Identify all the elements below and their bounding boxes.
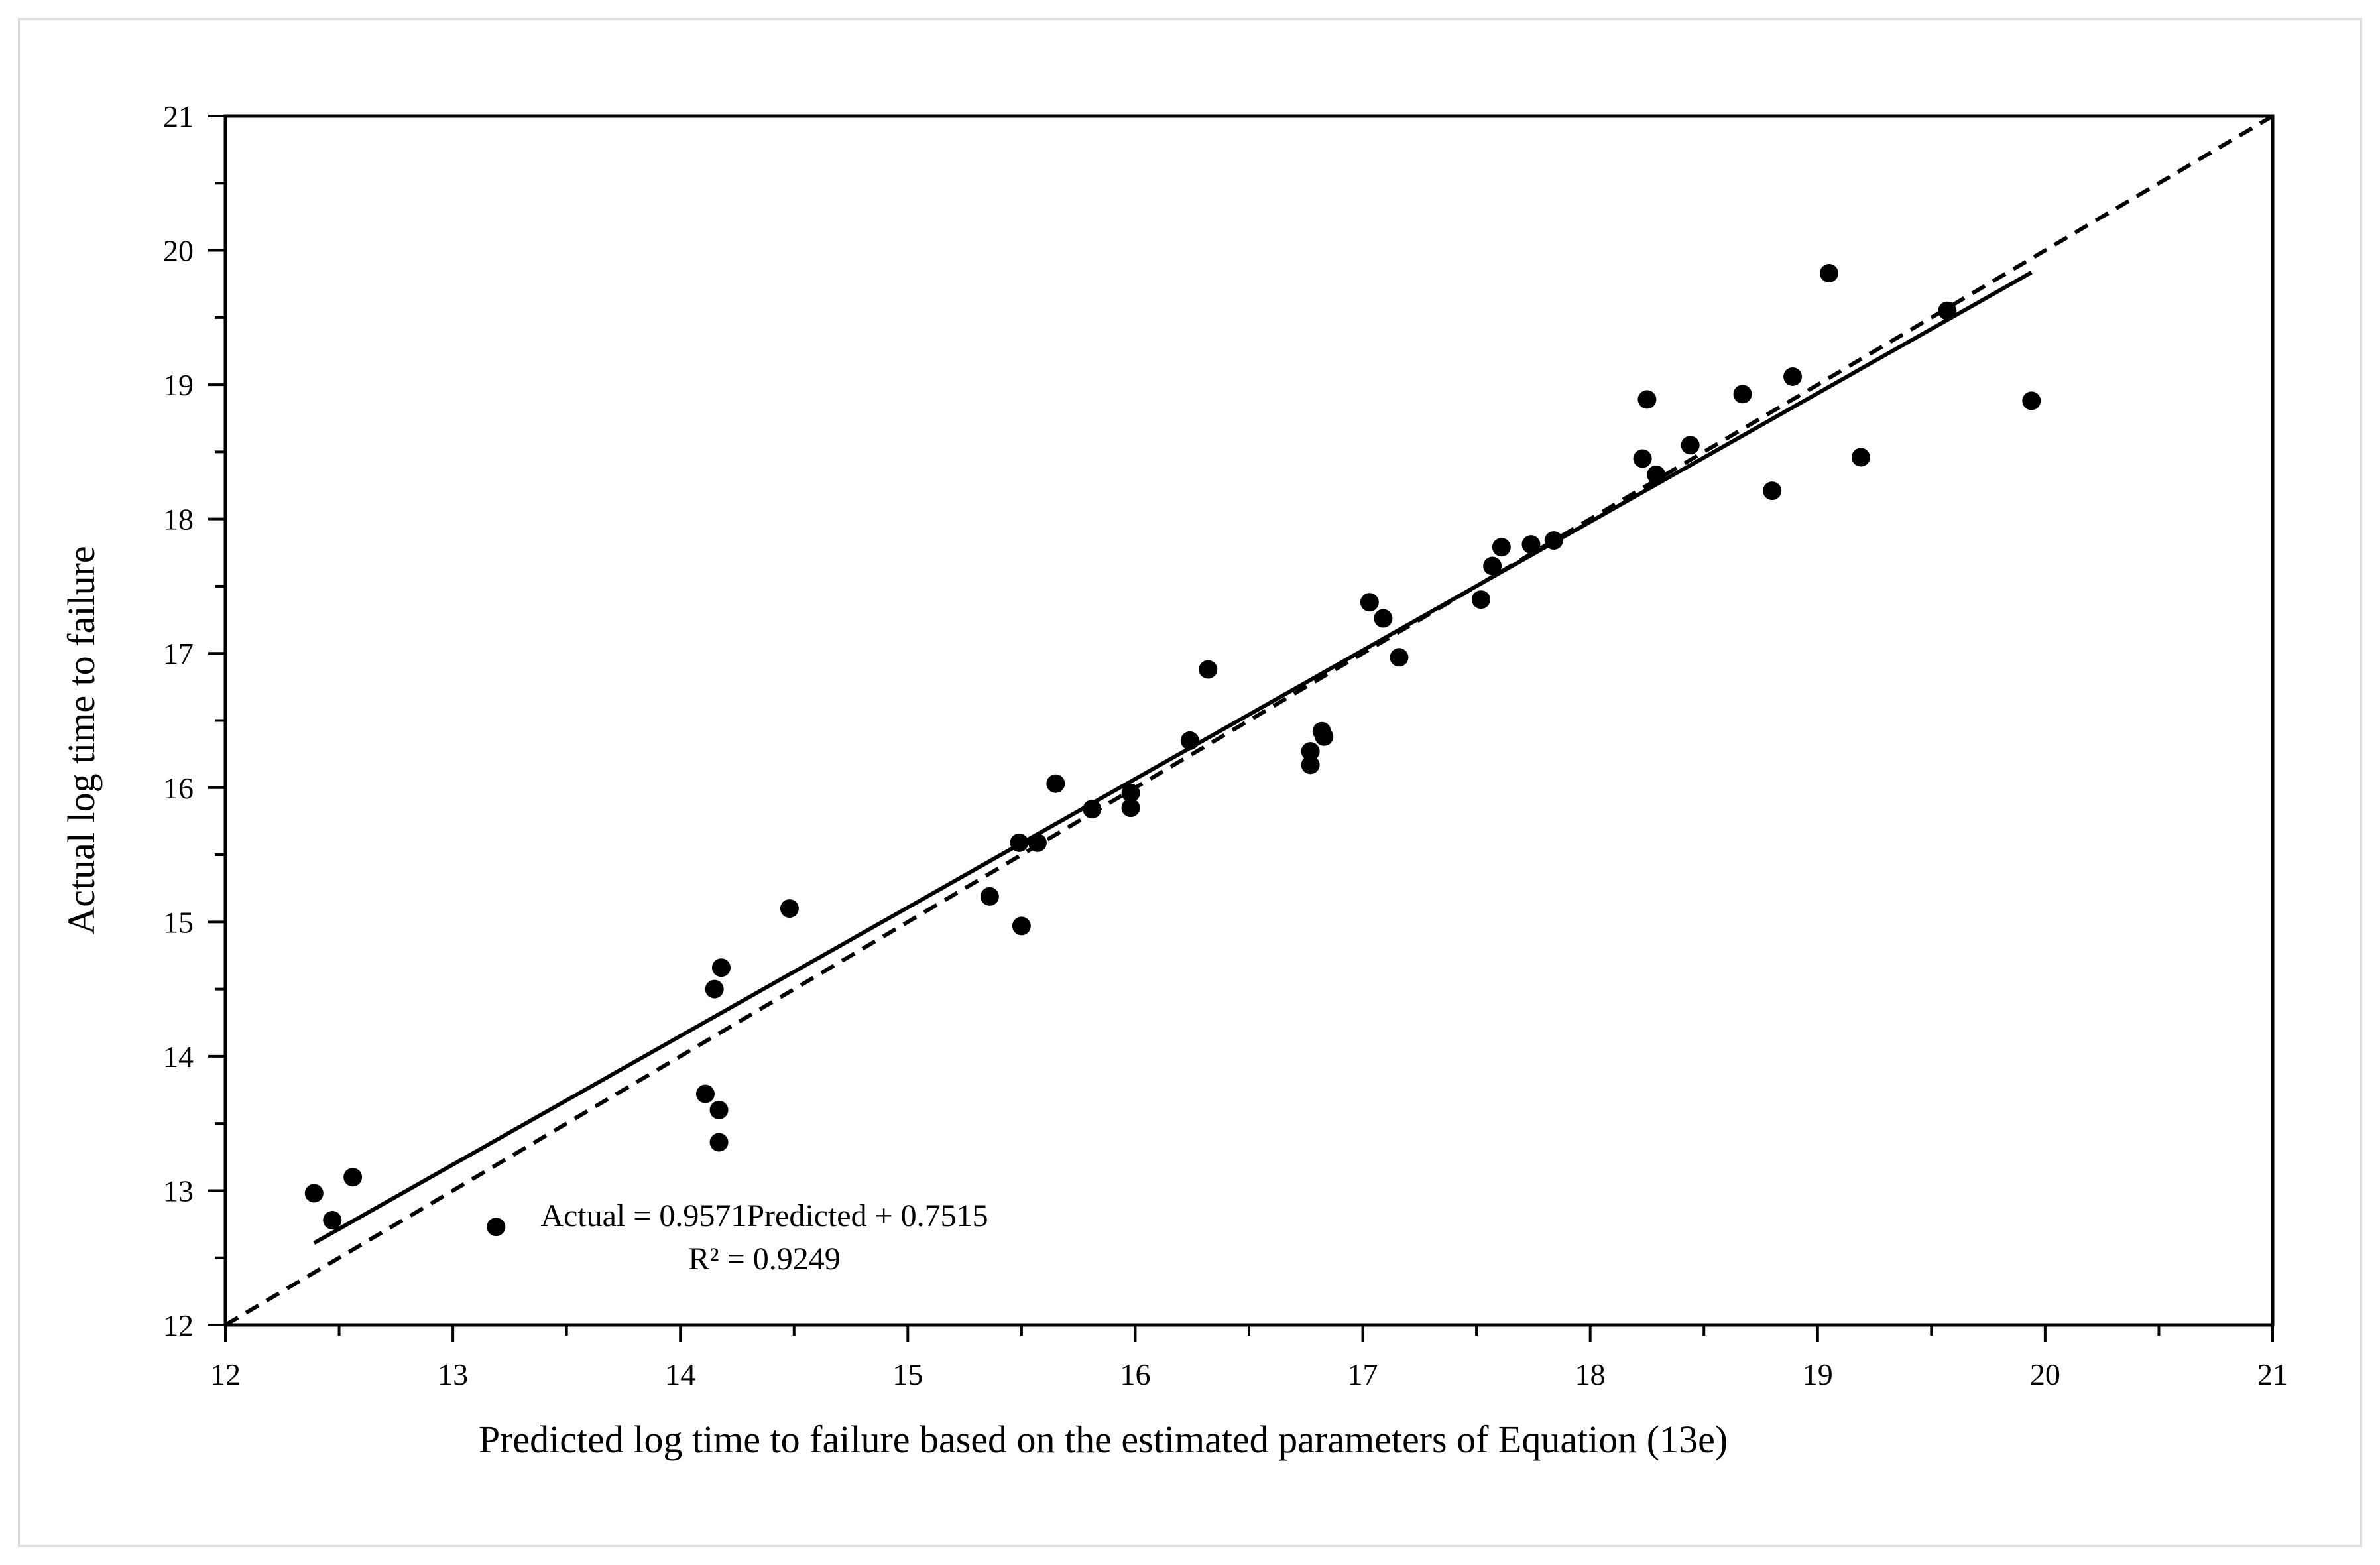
- data-point: [1301, 742, 1320, 761]
- y-tick-label: 13: [163, 1174, 194, 1208]
- y-tick-label: 17: [163, 637, 194, 670]
- data-point: [1544, 531, 1563, 550]
- data-point: [1637, 390, 1657, 409]
- x-tick-label: 19: [1803, 1357, 1833, 1391]
- x-tick-label: 16: [1120, 1357, 1150, 1391]
- data-point: [1483, 556, 1502, 576]
- y-tick-label: 12: [163, 1308, 194, 1342]
- data-point: [1733, 385, 1752, 404]
- plot-area-border: [223, 114, 2275, 1327]
- y-tick-label: 19: [163, 368, 194, 402]
- data-point: [1374, 609, 1393, 628]
- x-tick-label: 13: [438, 1357, 468, 1391]
- data-point: [1121, 783, 1140, 802]
- y-tick-label: 18: [163, 503, 194, 536]
- chart-frame: [18, 18, 2362, 1547]
- x-tick-labels: 12 13 14 15 16 17 18 19 20 21: [210, 1357, 2288, 1391]
- data-point: [1360, 593, 1379, 612]
- y-tick-label: 15: [163, 905, 194, 939]
- x-tick-label: 14: [665, 1357, 695, 1391]
- data-point: [1851, 448, 1870, 467]
- data-point: [1819, 263, 1838, 282]
- data-point: [1647, 465, 1666, 484]
- data-point: [705, 979, 724, 999]
- y-tick-labels: 12 13 14 15 16 17 18 19 20 21: [163, 99, 194, 1342]
- data-point: [1471, 590, 1490, 609]
- data-point: [343, 1168, 363, 1187]
- trendline-equation: Actual = 0.9571Predicted + 0.7515: [540, 1198, 988, 1233]
- data-point: [2022, 391, 2041, 410]
- data-points: [304, 263, 2041, 1237]
- data-point: [1180, 731, 1199, 750]
- data-point: [1028, 833, 1047, 852]
- r-squared-label: R² = 0.9249: [688, 1241, 840, 1277]
- fit-lines: [224, 114, 2274, 1327]
- data-point: [780, 899, 799, 918]
- data-point: [1046, 774, 1065, 793]
- data-point: [1783, 367, 1803, 386]
- data-point: [1301, 755, 1320, 775]
- y-tick-label: 16: [163, 771, 194, 805]
- x-tick-label: 15: [892, 1357, 923, 1391]
- x-tick-label: 20: [2030, 1357, 2060, 1391]
- x-tick-label: 12: [210, 1357, 241, 1391]
- data-point: [1681, 436, 1700, 455]
- x-tick-label: 17: [1348, 1357, 1378, 1391]
- data-point: [1763, 481, 1782, 501]
- x-tick-label: 18: [1575, 1357, 1606, 1391]
- data-point: [709, 1100, 729, 1119]
- x-tick-label: 21: [2257, 1357, 2288, 1391]
- data-point: [1390, 648, 1409, 667]
- data-point: [1010, 833, 1029, 852]
- y-tick-label: 14: [163, 1040, 194, 1074]
- y-tick-label: 20: [163, 234, 194, 268]
- trendline: [313, 271, 2033, 1245]
- data-point: [980, 887, 999, 906]
- data-point: [487, 1218, 506, 1237]
- data-point: [1521, 535, 1541, 554]
- data-point: [1012, 916, 1031, 936]
- data-point: [1938, 301, 1957, 320]
- data-point: [1315, 727, 1334, 746]
- data-point: [1083, 800, 1102, 819]
- y-tick-label: 21: [163, 99, 194, 133]
- data-point: [1492, 538, 1511, 557]
- data-point: [1121, 798, 1140, 818]
- data-point: [1199, 660, 1218, 679]
- data-point: [323, 1211, 342, 1230]
- data-point: [304, 1184, 324, 1203]
- y-axis-title: Actual log time to failure: [60, 546, 103, 934]
- axis-ticks: [208, 115, 2274, 1342]
- data-point: [695, 1084, 715, 1103]
- data-point: [711, 958, 731, 977]
- data-point: [1633, 449, 1652, 468]
- data-point: [709, 1133, 729, 1152]
- reference-line: [224, 114, 2274, 1327]
- x-axis-title: Predicted log time to failure based on t…: [479, 1418, 1728, 1461]
